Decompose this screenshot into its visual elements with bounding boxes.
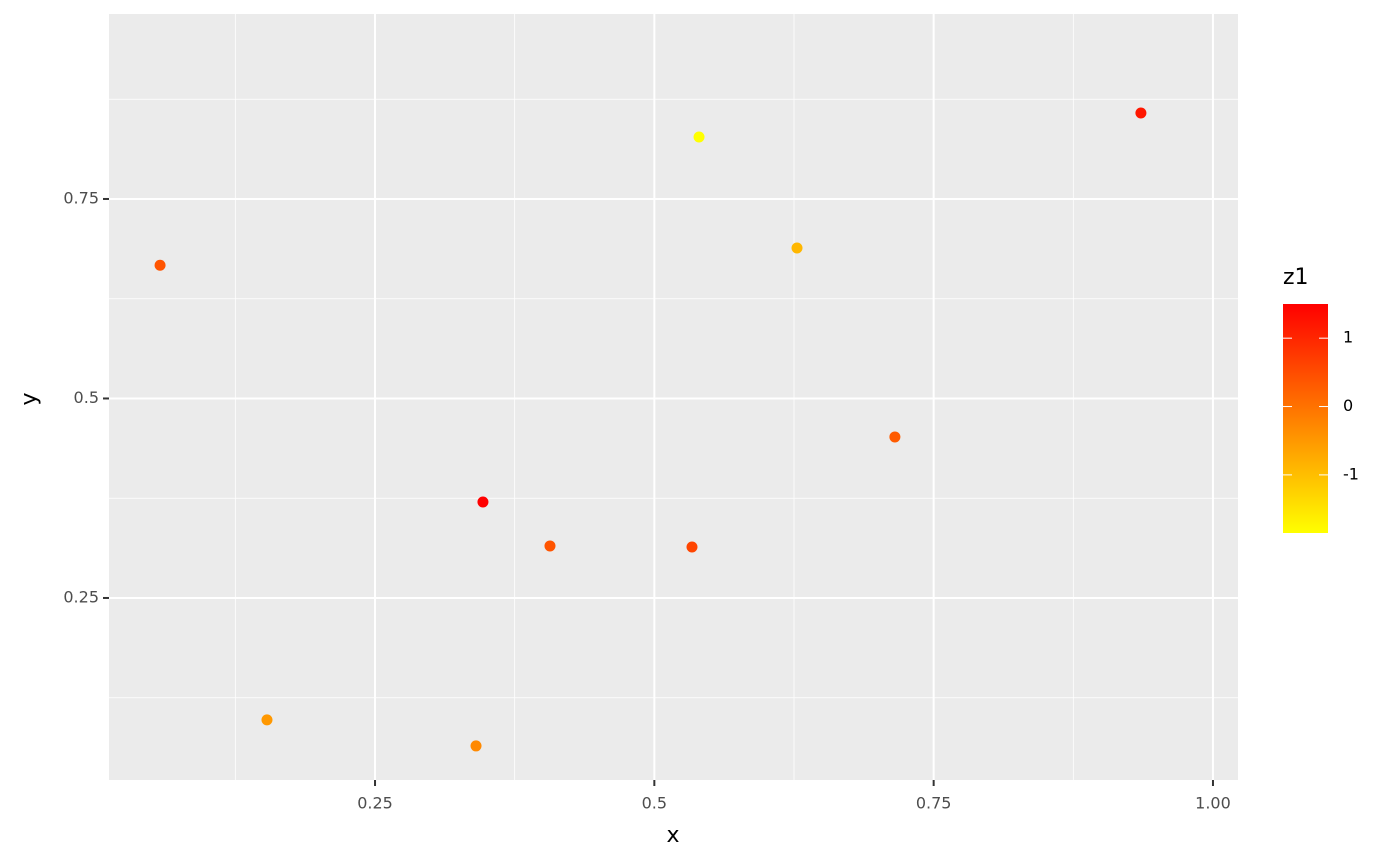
- point: [686, 541, 698, 553]
- panel: [109, 14, 1238, 780]
- y-tick-label: 0.5: [74, 388, 99, 407]
- y-axis-title: y: [17, 392, 42, 405]
- x-tick-label: 0.25: [357, 794, 393, 813]
- legend-title: z1: [1283, 265, 1309, 290]
- legend-label: -1: [1343, 464, 1359, 483]
- point: [889, 431, 901, 443]
- point: [470, 740, 482, 752]
- x-axis-title: x: [666, 823, 679, 848]
- y-tick-label: 0.25: [63, 587, 99, 606]
- x-tick-label: 0.5: [642, 794, 667, 813]
- point: [154, 259, 166, 271]
- point: [261, 714, 273, 726]
- legend-label: 0: [1343, 396, 1353, 415]
- point: [791, 242, 803, 254]
- point: [544, 540, 556, 552]
- colorbar: [1283, 304, 1328, 533]
- point: [693, 131, 705, 143]
- x-tick-label: 1.00: [1195, 794, 1231, 813]
- x-tick-label: 0.75: [916, 794, 952, 813]
- legend-label: 1: [1343, 328, 1353, 347]
- point: [477, 496, 489, 508]
- y-tick-label: 0.75: [63, 188, 99, 207]
- point: [1135, 107, 1147, 119]
